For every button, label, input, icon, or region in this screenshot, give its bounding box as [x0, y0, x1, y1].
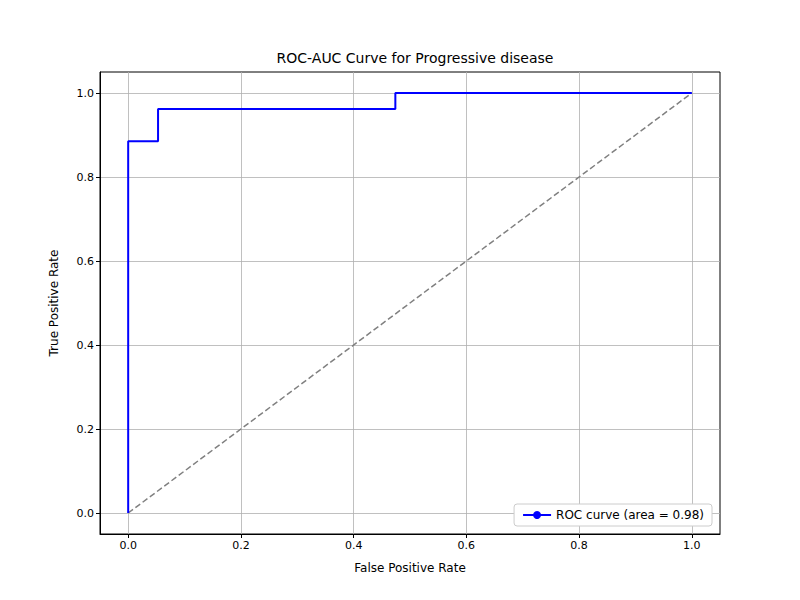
svg-text:0.2: 0.2: [77, 423, 95, 436]
svg-text:False Positive Rate: False Positive Rate: [354, 561, 466, 575]
svg-text:True Positive Rate: True Positive Rate: [47, 250, 61, 358]
svg-text:1.0: 1.0: [77, 87, 95, 100]
svg-text:0.2: 0.2: [232, 539, 250, 552]
svg-text:0.4: 0.4: [77, 339, 95, 352]
svg-text:0.8: 0.8: [570, 539, 588, 552]
svg-text:0.0: 0.0: [119, 539, 137, 552]
svg-text:0.8: 0.8: [77, 171, 95, 184]
svg-text:0.6: 0.6: [458, 539, 476, 552]
svg-text:ROC curve (area = 0.98): ROC curve (area = 0.98): [556, 508, 704, 522]
svg-text:1.0: 1.0: [683, 539, 701, 552]
svg-text:ROC-AUC Curve for Progressive: ROC-AUC Curve for Progressive disease: [277, 50, 554, 66]
svg-text:0.6: 0.6: [77, 255, 95, 268]
svg-text:0.4: 0.4: [345, 539, 363, 552]
svg-text:0.0: 0.0: [77, 507, 95, 520]
